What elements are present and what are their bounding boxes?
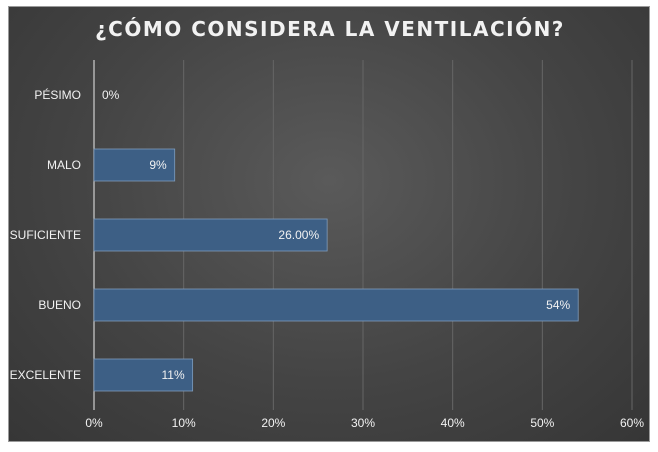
x-tick-label: 40% <box>441 416 465 430</box>
data-label: 11% <box>161 368 184 382</box>
category-label: MALO <box>47 158 81 172</box>
category-label: BUENO <box>38 298 81 312</box>
bar <box>93 288 579 322</box>
data-label: 26.00% <box>278 228 319 242</box>
data-label: 54% <box>546 298 570 312</box>
bar <box>93 358 194 392</box>
x-tick-label: 10% <box>172 416 196 430</box>
category-label: PÉSIMO <box>34 87 81 102</box>
x-tick-label: 20% <box>261 416 285 430</box>
data-label: 0% <box>102 88 120 102</box>
bar <box>93 148 176 182</box>
data-label: 9% <box>149 158 167 172</box>
chart-title: ¿CÓMO CONSIDERA LA VENTILACIÓN? <box>95 17 565 41</box>
x-tick-label: 50% <box>530 416 554 430</box>
x-tick-label: 0% <box>85 416 103 430</box>
category-label: EXCELENTE <box>10 368 81 382</box>
bar <box>93 218 328 252</box>
x-tick-label: 60% <box>620 416 644 430</box>
x-tick-label: 30% <box>351 416 375 430</box>
category-label: SUFICIENTE <box>10 228 81 242</box>
